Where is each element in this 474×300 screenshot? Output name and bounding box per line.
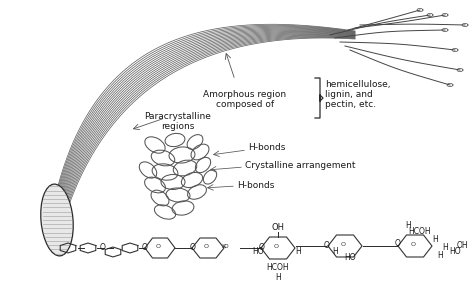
Text: O: O [340, 242, 346, 247]
Text: O: O [324, 241, 330, 250]
Text: pectin, etc.: pectin, etc. [325, 100, 376, 109]
Text: H: H [332, 248, 338, 256]
Text: O: O [259, 242, 265, 251]
Ellipse shape [41, 184, 73, 256]
Text: H-bonds: H-bonds [248, 143, 285, 152]
Text: H: H [275, 274, 281, 283]
Text: H-bonds: H-bonds [237, 181, 274, 190]
Text: OH: OH [456, 242, 468, 250]
Text: HO: HO [344, 254, 356, 262]
Text: HCOH: HCOH [267, 263, 289, 272]
Text: Crystalline arrangement: Crystalline arrangement [245, 160, 356, 169]
Text: lignin, and: lignin, and [325, 90, 373, 99]
Text: Paracrystalline
regions: Paracrystalline regions [145, 112, 211, 131]
Text: O: O [155, 244, 161, 248]
Text: HO: HO [252, 248, 264, 256]
Text: O: O [190, 242, 196, 251]
Text: HCOH: HCOH [409, 227, 431, 236]
Text: H: H [295, 248, 301, 256]
Text: Amorphous region
composed of: Amorphous region composed of [203, 90, 287, 110]
Text: OH: OH [272, 224, 284, 232]
Text: XO: XO [222, 244, 230, 250]
Text: O: O [395, 239, 401, 248]
Text: O: O [142, 242, 148, 251]
Text: H: H [432, 236, 438, 244]
Text: O: O [100, 242, 106, 251]
Text: O: O [410, 242, 416, 247]
Text: H: H [437, 251, 443, 260]
Text: O: O [273, 244, 279, 248]
Text: H: H [405, 220, 411, 230]
Text: O: O [203, 244, 209, 248]
Text: H: H [442, 244, 448, 253]
Text: hemicellulose,: hemicellulose, [325, 80, 391, 89]
Text: HO: HO [449, 248, 461, 256]
